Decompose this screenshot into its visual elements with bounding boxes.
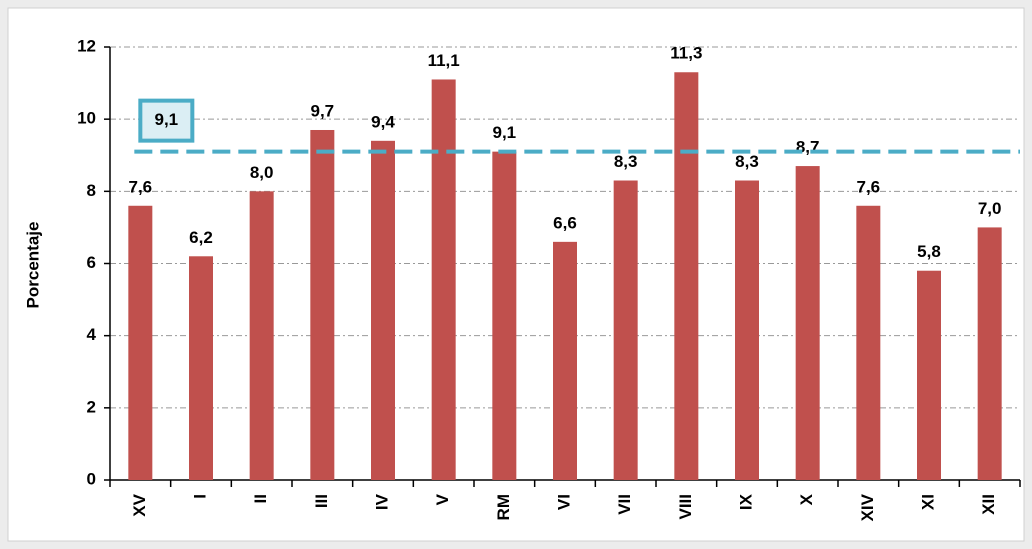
y-tick-label: 8: [87, 181, 96, 200]
value-label: 9,4: [371, 112, 395, 131]
x-tick-label: XII: [979, 494, 998, 515]
bar: [128, 205, 153, 480]
value-label: 9,1: [493, 123, 517, 142]
bar: [249, 191, 274, 481]
x-tick-label: IX: [736, 493, 755, 510]
bar: [674, 72, 699, 480]
bar: [613, 180, 638, 480]
value-label: 8,7: [796, 138, 820, 157]
value-label: 5,8: [917, 242, 941, 261]
bar: [977, 227, 1002, 480]
value-label: 8,3: [614, 152, 638, 171]
x-tick-label: XIV: [858, 493, 877, 521]
value-label: 8,0: [250, 163, 274, 182]
value-label: 11,3: [670, 44, 702, 63]
bar: [492, 151, 517, 480]
y-tick-label: 10: [77, 109, 96, 128]
y-tick-label: 6: [87, 253, 96, 272]
y-axis-label: Porcentaje: [23, 222, 42, 309]
value-label: 6,6: [553, 213, 577, 232]
x-tick-label: X: [797, 493, 816, 505]
value-label: 7,6: [857, 177, 881, 196]
value-label: 7,0: [978, 199, 1002, 218]
value-label: 6,2: [189, 228, 213, 247]
x-tick-label: VIII: [676, 494, 695, 520]
value-label: 7,6: [129, 177, 153, 196]
reference-label: 9,1: [155, 110, 179, 129]
x-tick-label: II: [251, 494, 270, 503]
y-tick-label: 2: [87, 397, 96, 416]
y-tick-label: 12: [77, 36, 96, 55]
x-tick-label: VII: [615, 494, 634, 515]
x-tick-label: XV: [130, 493, 149, 516]
x-tick-label: III: [312, 494, 331, 508]
y-tick-label: 0: [87, 469, 96, 488]
x-tick-label: RM: [494, 494, 513, 520]
x-tick-label: VI: [554, 494, 573, 510]
x-tick-label: I: [190, 494, 209, 499]
bar: [917, 270, 941, 480]
bar: [371, 140, 395, 481]
value-label: 9,7: [311, 101, 335, 120]
bar: [735, 180, 759, 480]
x-tick-label: XI: [918, 494, 937, 510]
y-tick-label: 4: [87, 325, 97, 344]
bar: [795, 166, 820, 480]
reference-label-box: [138, 98, 195, 143]
value-label: 8,3: [735, 152, 759, 171]
bar: [310, 129, 335, 480]
bar: [189, 256, 213, 480]
x-tick-label: V: [433, 493, 452, 505]
bar: [431, 79, 456, 480]
bar: [553, 241, 577, 480]
bar: [856, 205, 881, 480]
value-label: 11,1: [428, 51, 460, 70]
x-tick-label: IV: [372, 493, 391, 510]
